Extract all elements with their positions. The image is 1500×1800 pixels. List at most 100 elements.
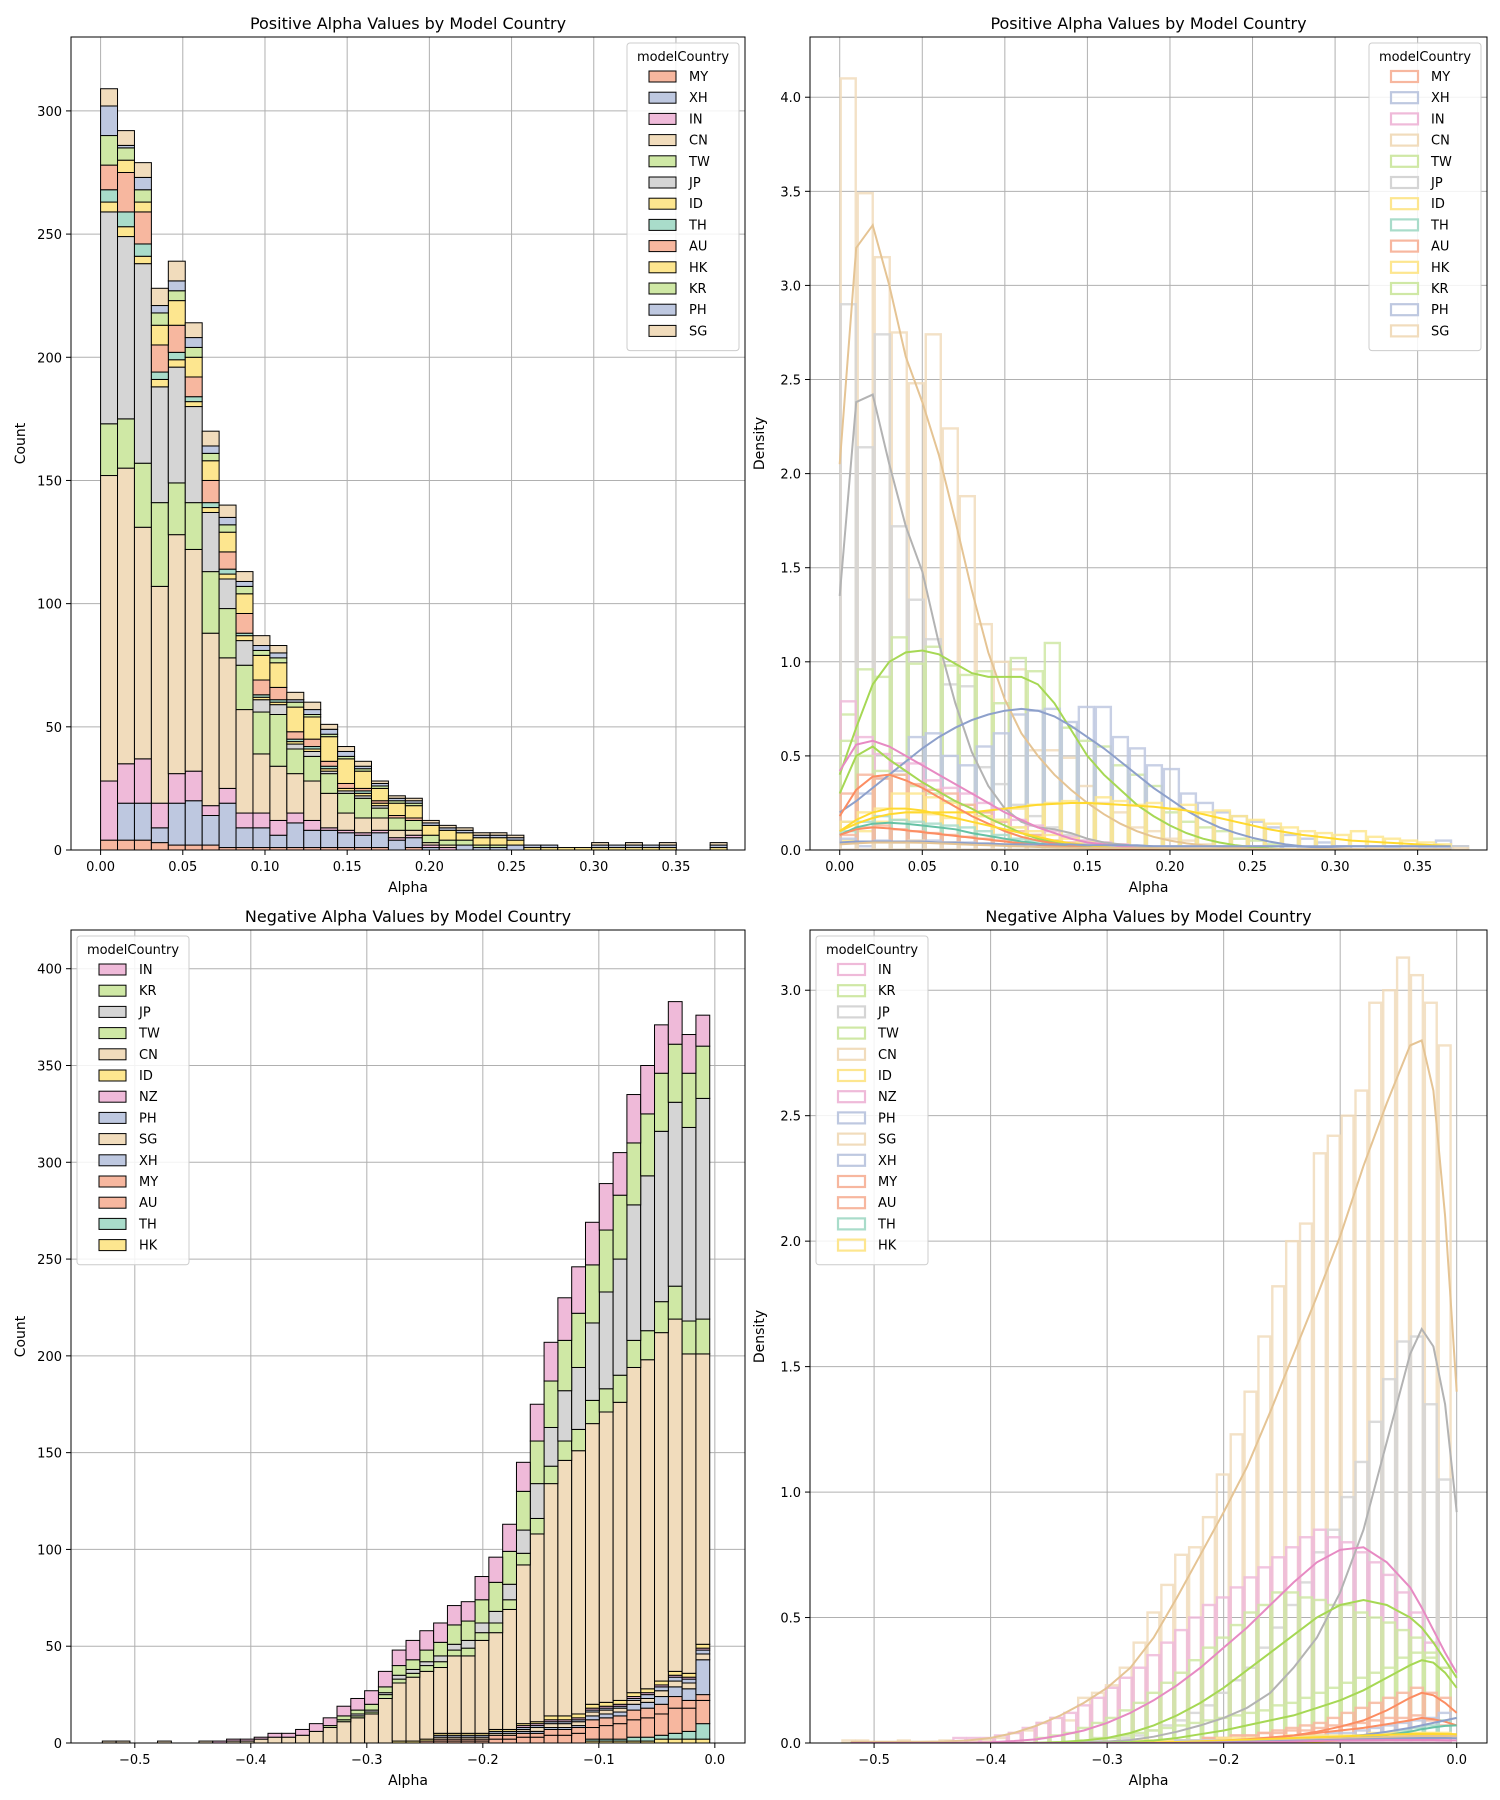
bar-TW bbox=[133, 462, 152, 528]
subplot-2: 0.00 0.05 0.10 0.15 0.20 0.25 0.30 0.35 0.0 0.5 1.… bbox=[752, 14, 1488, 896]
bar-TH bbox=[218, 568, 237, 575]
bar-IN bbox=[598, 1183, 614, 1231]
bar-CN bbox=[286, 773, 305, 814]
x-tick-label: 0.30 bbox=[1321, 860, 1350, 875]
bar-CN bbox=[320, 792, 339, 829]
bar-SG bbox=[320, 723, 339, 730]
bar-CN bbox=[681, 1353, 697, 1674]
x-tick-label: 0.00 bbox=[86, 860, 115, 875]
bar-SG bbox=[557, 1723, 573, 1729]
bar-IN bbox=[150, 802, 169, 829]
bar-IN bbox=[303, 819, 322, 831]
bar-CN bbox=[391, 1682, 407, 1742]
legend-label-AU: AU bbox=[1431, 240, 1449, 255]
bar-XH bbox=[654, 1696, 669, 1705]
bar-KR bbox=[235, 585, 254, 595]
bar-outline-CN bbox=[1326, 1134, 1341, 1743]
legend-label-KR: KR bbox=[689, 282, 707, 297]
bar-IN bbox=[391, 1649, 407, 1667]
legend-box bbox=[76, 935, 190, 1266]
bar-XH bbox=[455, 844, 474, 850]
bar-TW bbox=[269, 714, 288, 767]
bar-SG bbox=[695, 1653, 711, 1661]
bar-XH bbox=[640, 1701, 656, 1709]
bar-TW bbox=[337, 792, 356, 814]
bar-HK bbox=[654, 1738, 669, 1743]
y-tick-label: 400 bbox=[37, 963, 62, 978]
bar-CN bbox=[405, 1676, 421, 1742]
bar-TW bbox=[201, 571, 220, 634]
bar-MY bbox=[640, 1707, 656, 1719]
bar-outline-JP bbox=[1395, 1340, 1411, 1743]
bar-KR bbox=[419, 1649, 435, 1663]
legend-swatch-CN bbox=[648, 134, 677, 147]
bar-outline-CN bbox=[924, 333, 942, 850]
legend-swatch-TW bbox=[98, 1027, 127, 1040]
bar-CN bbox=[460, 1655, 476, 1734]
bar-CN bbox=[337, 812, 356, 831]
bar-SG bbox=[371, 780, 389, 784]
bar-SG bbox=[117, 130, 135, 146]
legend-label-JP: JP bbox=[138, 1005, 151, 1020]
legend-label-IN: IN bbox=[878, 963, 892, 978]
legend-swatch-ID bbox=[98, 1069, 127, 1082]
bar-TW bbox=[438, 839, 457, 846]
bar-ID bbox=[167, 359, 186, 368]
kde-line-AU bbox=[850, 1691, 1458, 1743]
bar-HK bbox=[201, 460, 220, 481]
legend-swatch-AU bbox=[836, 1196, 867, 1210]
bar-outline-CN bbox=[1368, 1001, 1383, 1743]
bar-AU bbox=[515, 1736, 531, 1743]
bar-IN bbox=[695, 1014, 711, 1047]
kde-line-KR bbox=[850, 1598, 1458, 1743]
bar-SG bbox=[201, 430, 220, 447]
bar-TH bbox=[167, 351, 186, 361]
bar-TW bbox=[640, 1330, 656, 1361]
bar-HK bbox=[371, 787, 389, 802]
legend-swatch-SG bbox=[648, 324, 677, 337]
bar-ID bbox=[133, 255, 152, 265]
bar-JP bbox=[433, 1655, 448, 1663]
bar-CN bbox=[446, 1655, 462, 1734]
bar-AU bbox=[695, 1699, 711, 1725]
bar-TW bbox=[354, 797, 373, 819]
x-axis-label: Alpha bbox=[388, 880, 428, 896]
bar-AU bbox=[598, 1725, 614, 1740]
legend-swatch-IN bbox=[836, 962, 867, 977]
bar-JP bbox=[460, 1639, 476, 1649]
legend-swatch-IN bbox=[98, 963, 127, 976]
bar-outline-KR bbox=[1229, 1623, 1244, 1743]
bar-outline-KR bbox=[1298, 1596, 1314, 1743]
legend-label-AU: AU bbox=[689, 240, 707, 255]
plot-marks bbox=[100, 88, 728, 850]
bar-AU bbox=[269, 686, 288, 701]
bar-XH bbox=[598, 1713, 614, 1719]
legend-label-XH: XH bbox=[1431, 91, 1450, 106]
bar-TW bbox=[303, 755, 322, 782]
bar-PH bbox=[235, 580, 254, 587]
bar-AU bbox=[320, 760, 339, 767]
legend: modelCountry IN KR JP TW CN ID NZ PH SG XH MY AU TH HK bbox=[76, 935, 190, 1266]
bar-SG bbox=[472, 832, 491, 836]
bar-CN bbox=[235, 709, 254, 814]
bar-TH bbox=[626, 1736, 642, 1742]
legend-swatch-HK bbox=[648, 261, 677, 274]
bar-AU bbox=[654, 1713, 669, 1736]
legend-label-MY: MY bbox=[139, 1175, 158, 1190]
plot-marks bbox=[841, 956, 1458, 1743]
bar-XH bbox=[218, 802, 237, 849]
y-tick-label: 350 bbox=[37, 1060, 62, 1075]
bar-JP bbox=[150, 386, 169, 504]
bar-MY bbox=[571, 1727, 586, 1734]
bar-outline-HK bbox=[1145, 801, 1164, 850]
bar-outline-TW bbox=[1257, 1709, 1272, 1743]
legend-swatch-TW bbox=[1389, 154, 1420, 168]
bar-ID bbox=[654, 1680, 669, 1686]
bar-outline-XH bbox=[992, 732, 1010, 850]
bar-CN bbox=[150, 585, 169, 804]
bar-IN bbox=[474, 1576, 490, 1601]
legend-title: modelCountry bbox=[1379, 50, 1471, 65]
bar-outline-KR bbox=[1076, 1726, 1092, 1743]
bar-MY bbox=[695, 1694, 711, 1701]
bar-HK bbox=[506, 839, 525, 846]
